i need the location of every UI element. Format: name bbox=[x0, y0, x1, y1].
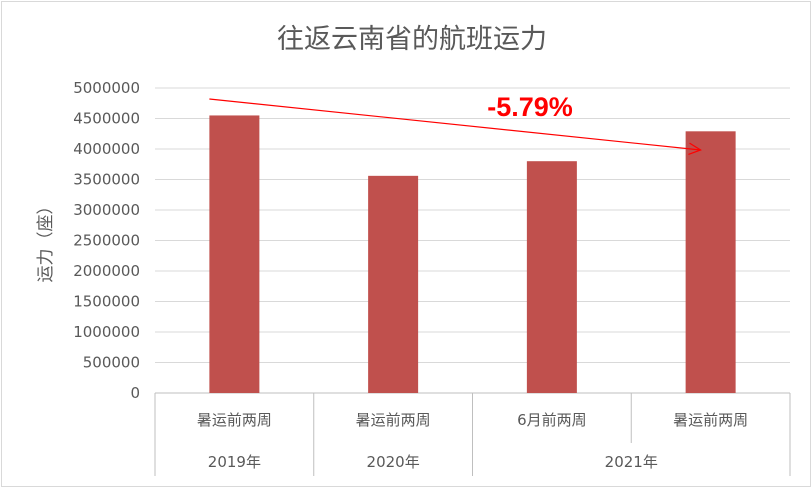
y-tick-labels: 0 500000 1000000 1500000 2000000 2500000 30000… bbox=[73, 79, 140, 402]
group-labels: 2019年 2020年 2021年 bbox=[154, 443, 791, 476]
trend-arrow-line bbox=[209, 98, 701, 151]
y-tick-label: 3000000 bbox=[73, 201, 140, 219]
group-label: 2021年 bbox=[605, 453, 658, 471]
y-tick-label: 3500000 bbox=[73, 171, 140, 189]
group-label: 2020年 bbox=[367, 453, 420, 471]
category-label: 暑运前两周 bbox=[356, 411, 431, 429]
group-label: 2019年 bbox=[208, 453, 261, 471]
category-labels: 暑运前两周 暑运前两周 6月前两周 暑运前两周 bbox=[154, 393, 791, 443]
category-label: 6月前两周 bbox=[517, 411, 587, 429]
y-tick-label: 4500000 bbox=[73, 110, 140, 128]
category-label: 暑运前两周 bbox=[197, 411, 272, 429]
trend-annotation: -5.79% bbox=[209, 92, 702, 155]
y-tick-label: 5000000 bbox=[73, 79, 140, 97]
y-tick-label: 1000000 bbox=[73, 323, 140, 341]
chart-title: 往返云南省的航班运力 bbox=[277, 24, 547, 55]
y-tick-label: 2000000 bbox=[73, 262, 140, 280]
y-tick-label: 0 bbox=[130, 384, 140, 402]
trend-arrow-head bbox=[688, 142, 702, 155]
category-label: 暑运前两周 bbox=[673, 411, 748, 429]
bar bbox=[526, 161, 577, 393]
y-axis-label: 运力（座） bbox=[36, 198, 56, 283]
y-tick-label: 4000000 bbox=[73, 140, 140, 158]
bar bbox=[685, 131, 736, 393]
gridlines bbox=[155, 87, 790, 394]
bar bbox=[368, 175, 419, 393]
change-annotation: -5.79% bbox=[487, 92, 573, 122]
bars bbox=[209, 115, 736, 393]
y-tick-label: 2500000 bbox=[73, 232, 140, 250]
bar bbox=[209, 115, 260, 393]
y-tick-label: 1500000 bbox=[73, 293, 140, 311]
y-tick-label: 500000 bbox=[83, 354, 140, 372]
